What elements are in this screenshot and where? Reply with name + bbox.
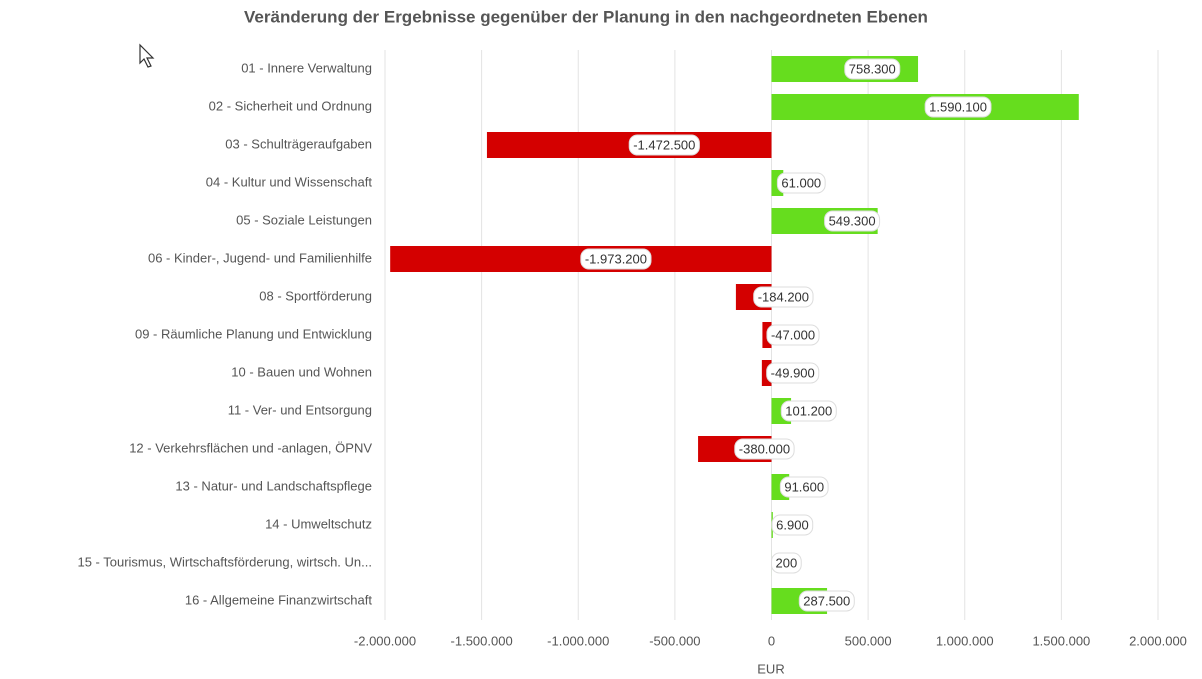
x-tick-label: 1.000.000 bbox=[936, 633, 994, 648]
value-label-box bbox=[771, 514, 814, 536]
value-label: -380.000 bbox=[739, 441, 790, 456]
x-tick-label: 0 bbox=[768, 633, 775, 648]
value-label: -1.472.500 bbox=[633, 137, 695, 152]
value-label-box bbox=[780, 400, 837, 422]
value-label: 1.590.100 bbox=[929, 99, 987, 114]
value-label-box bbox=[824, 210, 881, 232]
x-axis-label: EUR bbox=[757, 661, 784, 676]
y-tick-label: 09 - Räumliche Planung und Entwicklung bbox=[135, 326, 372, 341]
value-label: -184.200 bbox=[758, 289, 809, 304]
x-tick-label: 1.500.000 bbox=[1032, 633, 1090, 648]
x-tick-label: 2.000.000 bbox=[1129, 633, 1187, 648]
x-tick-label: -1.500.000 bbox=[451, 633, 513, 648]
value-label-box bbox=[734, 438, 795, 460]
y-tick-label: 01 - Innere Verwaltung bbox=[241, 60, 372, 75]
value-label-box bbox=[628, 134, 700, 156]
y-tick-label: 06 - Kinder-, Jugend- und Familienhilfe bbox=[148, 250, 372, 265]
x-tick-label: -2.000.000 bbox=[354, 633, 416, 648]
y-tick-label: 13 - Natur- und Landschaftspflege bbox=[175, 478, 372, 493]
chart-title: Veränderung der Ergebnisse gegenüber der… bbox=[244, 7, 928, 26]
value-label-box bbox=[580, 248, 652, 270]
value-label-box bbox=[844, 58, 901, 80]
cursor bbox=[139, 43, 155, 68]
y-tick-label: 08 - Sportförderung bbox=[259, 288, 372, 303]
value-label-box bbox=[753, 286, 814, 308]
value-label: 287.500 bbox=[803, 593, 850, 608]
y-tick-label: 12 - Verkehrsflächen und -anlagen, ÖPNV bbox=[129, 440, 372, 455]
value-label: 758.300 bbox=[849, 61, 896, 76]
y-tick-label: 03 - Schulträgeraufgaben bbox=[225, 136, 372, 151]
value-label: 200 bbox=[776, 555, 798, 570]
value-label-box bbox=[798, 590, 855, 612]
value-label-box bbox=[924, 96, 992, 118]
y-tick-label: 04 - Kultur und Wissenschaft bbox=[206, 174, 373, 189]
value-label: 6.900 bbox=[776, 517, 809, 532]
y-tick-label: 14 - Umweltschutz bbox=[265, 516, 372, 531]
y-tick-label: 05 - Soziale Leistungen bbox=[236, 212, 372, 227]
value-label: 91.600 bbox=[784, 479, 824, 494]
y-tick-label: 11 - Ver- und Entsorgung bbox=[228, 402, 372, 417]
x-tick-label: 500.000 bbox=[845, 633, 892, 648]
value-label: -1.973.200 bbox=[585, 251, 647, 266]
value-label: 549.300 bbox=[829, 213, 876, 228]
value-label-box bbox=[766, 362, 820, 384]
x-tick-label: -1.000.000 bbox=[547, 633, 609, 648]
value-label: -49.900 bbox=[771, 365, 815, 380]
value-label: 101.200 bbox=[785, 403, 832, 418]
y-tick-label: 16 - Allgemeine Finanzwirtschaft bbox=[185, 592, 373, 607]
value-label: 61.000 bbox=[781, 175, 821, 190]
y-tick-label: 02 - Sicherheit und Ordnung bbox=[209, 98, 372, 113]
value-label-box bbox=[771, 552, 802, 574]
y-tick-label: 10 - Bauen und Wohnen bbox=[231, 364, 372, 379]
value-label: -47.000 bbox=[771, 327, 815, 342]
y-tick-label: 15 - Tourismus, Wirtschaftsförderung, wi… bbox=[77, 554, 372, 569]
value-label-box bbox=[779, 476, 829, 498]
value-label-box bbox=[776, 172, 826, 194]
value-label-box bbox=[766, 324, 820, 346]
x-tick-label: -500.000 bbox=[649, 633, 700, 648]
